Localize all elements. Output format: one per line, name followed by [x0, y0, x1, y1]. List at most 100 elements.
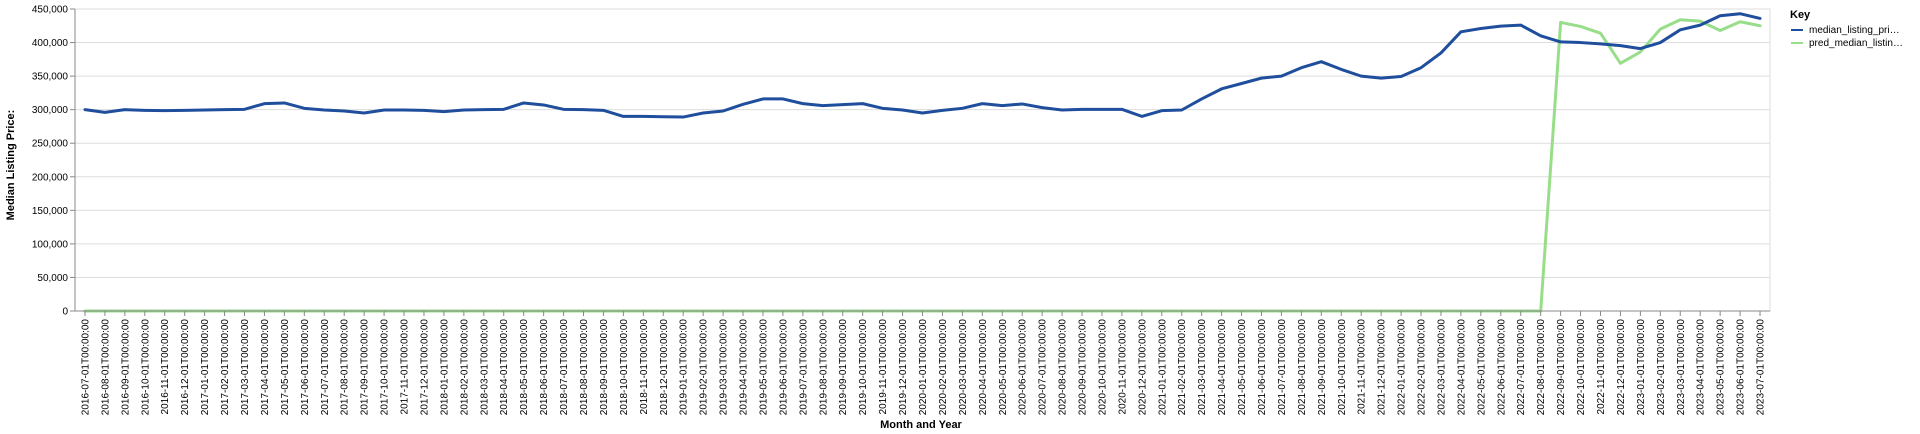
x-tick-label: 2022-10-01T00:00:00 [1576, 319, 1587, 416]
x-tick-label: 2018-08-01T00:00:00 [579, 319, 590, 416]
x-tick-label: 2020-12-01T00:00:00 [1137, 319, 1148, 416]
legend-label-1: pred_median_listin… [1809, 38, 1903, 49]
x-tick-label: 2018-09-01T00:00:00 [599, 319, 610, 416]
x-tick-label: 2017-05-01T00:00:00 [280, 319, 291, 416]
x-tick-label: 2018-05-01T00:00:00 [519, 319, 530, 416]
x-tick-label: 2021-02-01T00:00:00 [1177, 319, 1188, 416]
x-tick-label: 2021-11-01T00:00:00 [1357, 319, 1368, 415]
x-tick-label: 2021-08-01T00:00:00 [1297, 319, 1308, 416]
x-tick-label: 2020-11-01T00:00:00 [1117, 319, 1128, 415]
legend: Key median_listing_pri… pred_median_listi… [1790, 9, 1903, 49]
y-tick-label: 250,000 [32, 139, 69, 150]
x-tick-label: 2017-10-01T00:00:00 [380, 319, 391, 416]
x-tick-label: 2019-07-01T00:00:00 [798, 319, 809, 416]
x-tick-label: 2023-02-01T00:00:00 [1656, 319, 1667, 416]
x-tick-label: 2020-06-01T00:00:00 [1018, 319, 1029, 416]
x-tick-label: 2023-01-01T00:00:00 [1636, 319, 1647, 416]
x-tick-label: 2020-05-01T00:00:00 [998, 319, 1009, 416]
y-tick-label: 100,000 [32, 239, 69, 250]
x-tick-label: 2022-12-01T00:00:00 [1616, 319, 1627, 416]
y-axis-title: Median Listing Price: [5, 110, 17, 221]
x-tick-label: 2019-12-01T00:00:00 [898, 319, 909, 416]
x-tick-label: 2020-09-01T00:00:00 [1078, 319, 1089, 416]
x-tick-label: 2022-03-01T00:00:00 [1436, 319, 1447, 416]
x-tick-label: 2021-03-01T00:00:00 [1197, 319, 1208, 416]
y-tick-label: 400,000 [32, 38, 69, 49]
x-tick-label: 2018-10-01T00:00:00 [619, 319, 630, 416]
y-axis: 0 50,000 100,000 150,000 200,000 250,000 300,0… [32, 5, 76, 318]
y-tick-label: 350,000 [32, 72, 69, 83]
x-tick-label: 2019-08-01T00:00:00 [818, 319, 829, 416]
series-line-0 [83, 12, 1762, 119]
plot-area [74, 8, 1771, 312]
x-tick-label: 2022-08-01T00:00:00 [1536, 319, 1547, 416]
x-tick-label: 2019-11-01T00:00:00 [878, 319, 889, 415]
x-tick-label: 2020-07-01T00:00:00 [1038, 319, 1049, 416]
x-tick-label: 2023-07-01T00:00:00 [1756, 319, 1767, 416]
y-tick-label: 450,000 [32, 5, 69, 16]
x-tick-label: 2022-04-01T00:00:00 [1456, 319, 1467, 416]
x-tick-label: 2021-12-01T00:00:00 [1377, 319, 1388, 416]
x-tick-label: 2022-11-01T00:00:00 [1596, 319, 1607, 415]
x-tick-label: 2017-11-01T00:00:00 [400, 319, 411, 415]
x-tick-label: 2017-08-01T00:00:00 [340, 319, 351, 416]
x-tick-label: 2017-07-01T00:00:00 [320, 319, 331, 416]
y-tick-label: 0 [62, 307, 68, 318]
x-tick-label: 2023-06-01T00:00:00 [1736, 319, 1747, 416]
x-tick-label: 2016-08-01T00:00:00 [100, 319, 111, 416]
x-tick-label: 2022-02-01T00:00:00 [1417, 319, 1428, 416]
x-tick-label: 2020-04-01T00:00:00 [978, 319, 989, 416]
x-tick-label: 2022-05-01T00:00:00 [1476, 319, 1487, 416]
y-tick-label: 150,000 [32, 206, 69, 217]
x-axis-title: Month and Year [880, 419, 962, 431]
x-tick-label: 2020-02-01T00:00:00 [938, 319, 949, 416]
x-tick-label: 2017-12-01T00:00:00 [419, 319, 430, 416]
x-tick-label: 2019-10-01T00:00:00 [858, 319, 869, 416]
x-tick-label: 2021-06-01T00:00:00 [1257, 319, 1268, 416]
x-tick-label: 2019-01-01T00:00:00 [679, 319, 690, 416]
x-tick-label: 2019-04-01T00:00:00 [739, 319, 750, 416]
x-tick-label: 2019-06-01T00:00:00 [778, 319, 789, 416]
x-tick-label: 2020-03-01T00:00:00 [958, 319, 969, 416]
x-tick-label: 2021-01-01T00:00:00 [1157, 319, 1168, 416]
x-tick-label: 2019-03-01T00:00:00 [719, 319, 730, 416]
x-tick-label: 2017-01-01T00:00:00 [200, 319, 211, 416]
x-tick-label: 2021-09-01T00:00:00 [1317, 319, 1328, 416]
x-tick-label: 2018-12-01T00:00:00 [659, 319, 670, 416]
x-tick-label: 2021-05-01T00:00:00 [1237, 319, 1248, 416]
x-tick-label: 2022-07-01T00:00:00 [1516, 319, 1527, 416]
x-tick-label: 2022-01-01T00:00:00 [1397, 319, 1408, 416]
x-tick-label: 2021-10-01T00:00:00 [1337, 319, 1348, 416]
x-tick-label: 2020-10-01T00:00:00 [1097, 319, 1108, 416]
x-tick-label: 2018-03-01T00:00:00 [479, 319, 490, 416]
x-tick-label: 2018-02-01T00:00:00 [459, 319, 470, 416]
legend-label-0: median_listing_pri… [1809, 25, 1900, 36]
x-tick-label: 2020-01-01T00:00:00 [918, 319, 929, 416]
x-tick-label: 2022-09-01T00:00:00 [1556, 319, 1567, 416]
x-tick-label: 2022-06-01T00:00:00 [1496, 319, 1507, 416]
x-tick-label: 2016-09-01T00:00:00 [120, 319, 131, 416]
plot-frame [74, 8, 1771, 312]
x-tick-label: 2019-02-01T00:00:00 [699, 319, 710, 416]
x-tick-label: 2016-10-01T00:00:00 [140, 319, 151, 416]
x-tick-label: 2019-05-01T00:00:00 [758, 319, 769, 416]
x-tick-label: 2017-04-01T00:00:00 [260, 319, 271, 416]
x-tick-label: 2018-07-01T00:00:00 [559, 319, 570, 416]
x-tick-label: 2023-04-01T00:00:00 [1696, 319, 1707, 416]
x-tick-label: 2023-03-01T00:00:00 [1676, 319, 1687, 416]
x-tick-label: 2017-03-01T00:00:00 [240, 319, 251, 416]
legend-title: Key [1790, 9, 1811, 21]
grid-lines [75, 8, 1770, 312]
x-tick-label: 2023-05-01T00:00:00 [1716, 319, 1727, 416]
x-tick-label: 2017-06-01T00:00:00 [300, 319, 311, 416]
x-tick-label: 2018-11-01T00:00:00 [639, 319, 650, 415]
x-tick-label: 2021-07-01T00:00:00 [1277, 319, 1288, 416]
y-tick-label: 50,000 [37, 273, 68, 284]
x-tick-label: 2021-04-01T00:00:00 [1217, 319, 1228, 416]
x-tick-label: 2019-09-01T00:00:00 [838, 319, 849, 416]
x-tick-label: 2018-06-01T00:00:00 [539, 319, 550, 416]
x-tick-label: 2016-07-01T00:00:00 [80, 319, 91, 416]
x-tick-label: 2017-09-01T00:00:00 [360, 319, 371, 416]
x-tick-label: 2020-08-01T00:00:00 [1058, 319, 1069, 416]
